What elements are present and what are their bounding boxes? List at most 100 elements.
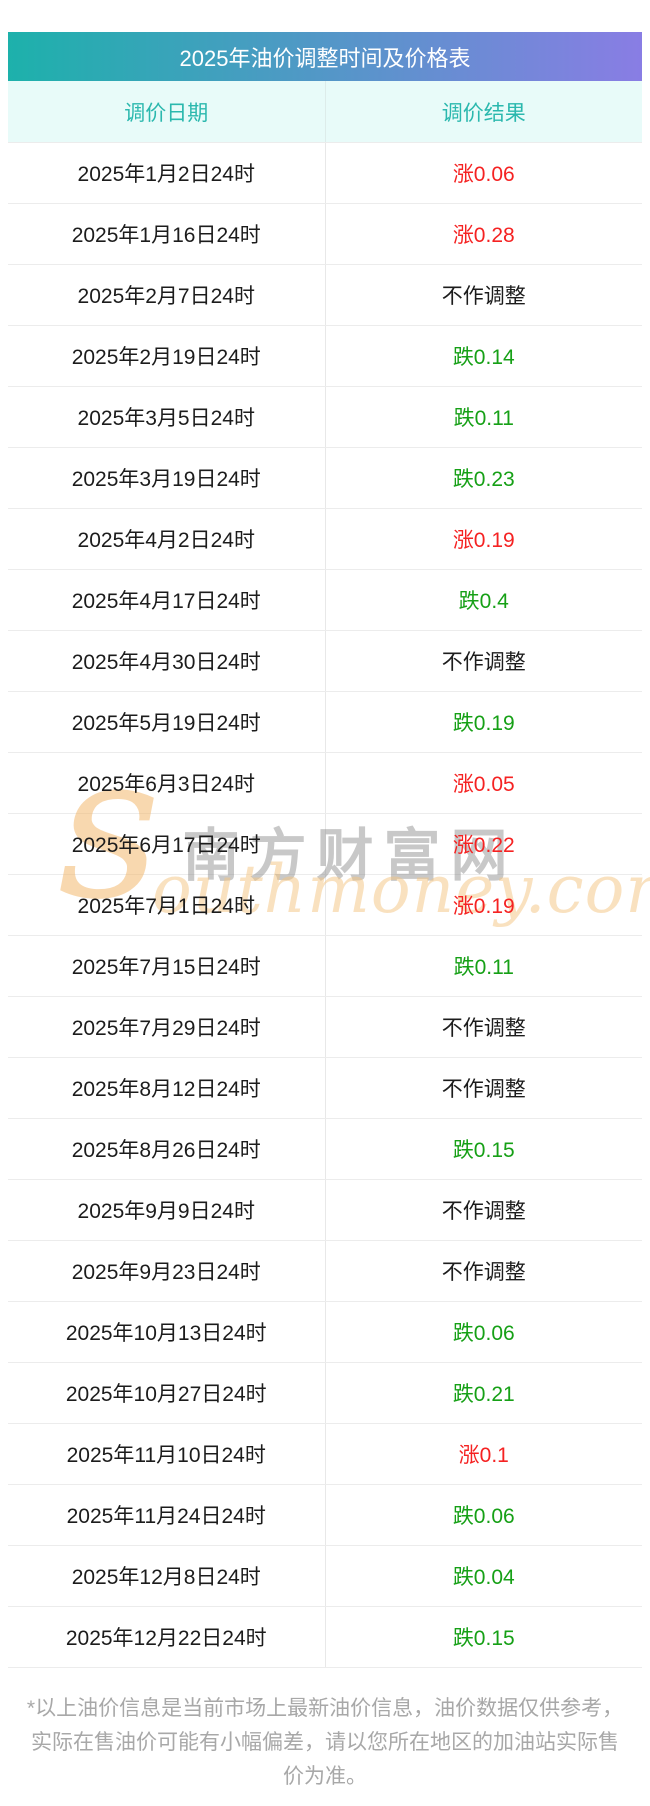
row-date-text: 2025年10月27日24时 bbox=[65, 1383, 267, 1406]
row-result-cell: 不作调整 bbox=[326, 265, 643, 325]
row-date-text: 2025年5月19日24时 bbox=[71, 712, 261, 735]
row-date-text: 2025年7月29日24时 bbox=[71, 1017, 261, 1040]
row-result-text: 不作调整 bbox=[441, 285, 526, 308]
row-date-text: 2025年4月17日24时 bbox=[71, 590, 261, 613]
row-result-cell: 跌0.11 bbox=[326, 936, 643, 996]
row-result-text: 跌0.14 bbox=[452, 346, 515, 369]
row-date-text: 2025年8月26日24时 bbox=[71, 1139, 261, 1162]
table-row: 2025年6月3日24时 涨0.05 bbox=[8, 752, 642, 813]
row-result-text: 跌0.21 bbox=[452, 1383, 515, 1406]
row-date-cell: 2025年9月9日24时 bbox=[8, 1180, 326, 1240]
table-row: 2025年3月5日24时 跌0.11 bbox=[8, 386, 642, 447]
row-result-text: 不作调整 bbox=[441, 1017, 526, 1040]
row-result-text: 跌0.11 bbox=[453, 956, 514, 979]
row-date-cell: 2025年11月24日24时 bbox=[8, 1485, 326, 1545]
row-result-text: 跌0.19 bbox=[452, 712, 515, 735]
row-result-cell: 跌0.14 bbox=[326, 326, 643, 386]
row-date-cell: 2025年1月2日24时 bbox=[8, 143, 326, 203]
row-result-text: 跌0.15 bbox=[452, 1627, 515, 1650]
row-date-text: 2025年11月24日24时 bbox=[66, 1505, 266, 1528]
table-row: 2025年2月19日24时 跌0.14 bbox=[8, 325, 642, 386]
row-date-cell: 2025年3月19日24时 bbox=[8, 448, 326, 508]
table-row: 2025年9月23日24时 不作调整 bbox=[8, 1240, 642, 1301]
row-result-cell: 涨0.22 bbox=[326, 814, 643, 874]
table-row: 2025年12月8日24时 跌0.04 bbox=[8, 1545, 642, 1606]
row-date-cell: 2025年6月3日24时 bbox=[8, 753, 326, 813]
column-header-result: 调价结果 bbox=[441, 101, 526, 125]
table-row: 2025年7月29日24时 不作调整 bbox=[8, 996, 642, 1057]
row-result-cell: 跌0.15 bbox=[326, 1119, 643, 1179]
row-result-cell: 跌0.15 bbox=[326, 1607, 643, 1667]
row-date-text: 2025年12月22日24时 bbox=[65, 1627, 267, 1650]
row-date-cell: 2025年4月30日24时 bbox=[8, 631, 326, 691]
table-row: 2025年4月30日24时 不作调整 bbox=[8, 630, 642, 691]
row-date-text: 2025年10月13日24时 bbox=[65, 1322, 267, 1345]
row-result-cell: 不作调整 bbox=[326, 1180, 643, 1240]
row-date-cell: 2025年7月29日24时 bbox=[8, 997, 326, 1057]
row-result-cell: 跌0.19 bbox=[326, 692, 643, 752]
row-date-cell: 2025年10月13日24时 bbox=[8, 1302, 326, 1362]
row-date-text: 2025年2月7日24时 bbox=[77, 285, 255, 308]
row-date-cell: 2025年2月19日24时 bbox=[8, 326, 326, 386]
row-result-text: 不作调整 bbox=[441, 1200, 526, 1223]
row-result-text: 跌0.15 bbox=[452, 1139, 515, 1162]
table-row: 2025年1月2日24时 涨0.06 bbox=[8, 142, 642, 203]
table-row: 2025年12月22日24时 跌0.15 bbox=[8, 1606, 642, 1667]
row-result-cell: 跌0.4 bbox=[326, 570, 643, 630]
table-row: 2025年4月17日24时 跌0.4 bbox=[8, 569, 642, 630]
price-table: 2025年油价调整时间及价格表 调价日期 调价结果 2025年1月2日24时 涨… bbox=[8, 32, 642, 1668]
row-result-text: 不作调整 bbox=[441, 1261, 526, 1284]
row-date-text: 2025年4月30日24时 bbox=[71, 651, 261, 674]
row-result-cell: 不作调整 bbox=[326, 1241, 643, 1301]
table-body: 2025年1月2日24时 涨0.06 2025年1月16日24时 涨0.28 2… bbox=[8, 142, 642, 1668]
row-date-text: 2025年8月12日24时 bbox=[71, 1078, 261, 1101]
row-date-text: 2025年3月5日24时 bbox=[77, 407, 255, 430]
row-result-text: 涨0.19 bbox=[452, 529, 515, 552]
row-date-cell: 2025年12月22日24时 bbox=[8, 1607, 326, 1667]
table-row: 2025年11月24日24时 跌0.06 bbox=[8, 1484, 642, 1545]
row-result-cell: 跌0.06 bbox=[326, 1302, 643, 1362]
row-result-text: 不作调整 bbox=[441, 651, 526, 674]
row-result-text: 跌0.06 bbox=[452, 1322, 515, 1345]
row-date-text: 2025年7月1日24时 bbox=[77, 895, 255, 918]
row-date-cell: 2025年4月17日24时 bbox=[8, 570, 326, 630]
table-row: 2025年9月9日24时 不作调整 bbox=[8, 1179, 642, 1240]
row-result-text: 涨0.19 bbox=[452, 895, 515, 918]
row-result-text: 跌0.06 bbox=[452, 1505, 515, 1528]
column-header-date: 调价日期 bbox=[8, 81, 326, 142]
table-row: 2025年3月19日24时 跌0.23 bbox=[8, 447, 642, 508]
row-result-text: 跌0.23 bbox=[452, 468, 515, 491]
row-date-cell: 2025年4月2日24时 bbox=[8, 509, 326, 569]
row-date-text: 2025年1月16日24时 bbox=[71, 224, 261, 247]
row-date-text: 2025年11月10日24时 bbox=[66, 1444, 266, 1467]
row-date-cell: 2025年7月15日24时 bbox=[8, 936, 326, 996]
row-result-text: 涨0.06 bbox=[452, 163, 515, 186]
row-result-cell: 涨0.28 bbox=[326, 204, 643, 264]
table-row: 2025年2月7日24时 不作调整 bbox=[8, 264, 642, 325]
table-header-row: 调价日期 调价结果 bbox=[8, 81, 642, 142]
row-result-cell: 跌0.06 bbox=[326, 1485, 643, 1545]
row-result-text: 涨0.1 bbox=[458, 1444, 509, 1467]
row-result-cell: 涨0.05 bbox=[326, 753, 643, 813]
table-row: 2025年1月16日24时 涨0.28 bbox=[8, 203, 642, 264]
row-date-cell: 2025年8月26日24时 bbox=[8, 1119, 326, 1179]
row-result-cell: 不作调整 bbox=[326, 631, 643, 691]
row-result-cell: 跌0.21 bbox=[326, 1363, 643, 1423]
row-date-text: 2025年6月17日24时 bbox=[71, 834, 261, 857]
row-result-cell: 跌0.11 bbox=[326, 387, 643, 447]
row-date-cell: 2025年2月7日24时 bbox=[8, 265, 326, 325]
row-date-cell: 2025年5月19日24时 bbox=[8, 692, 326, 752]
row-date-text: 2025年9月23日24时 bbox=[71, 1261, 261, 1284]
row-date-cell: 2025年3月5日24时 bbox=[8, 387, 326, 447]
row-date-text: 2025年9月9日24时 bbox=[77, 1200, 255, 1223]
table-row: 2025年11月10日24时 涨0.1 bbox=[8, 1423, 642, 1484]
table-title: 2025年油价调整时间及价格表 bbox=[8, 32, 642, 81]
row-date-cell: 2025年7月1日24时 bbox=[8, 875, 326, 935]
row-date-text: 2025年1月2日24时 bbox=[77, 163, 255, 186]
table-row: 2025年8月12日24时 不作调整 bbox=[8, 1057, 642, 1118]
row-result-cell: 涨0.19 bbox=[326, 509, 643, 569]
row-date-cell: 2025年12月8日24时 bbox=[8, 1546, 326, 1606]
row-date-cell: 2025年10月27日24时 bbox=[8, 1363, 326, 1423]
row-result-text: 跌0.11 bbox=[453, 407, 514, 430]
